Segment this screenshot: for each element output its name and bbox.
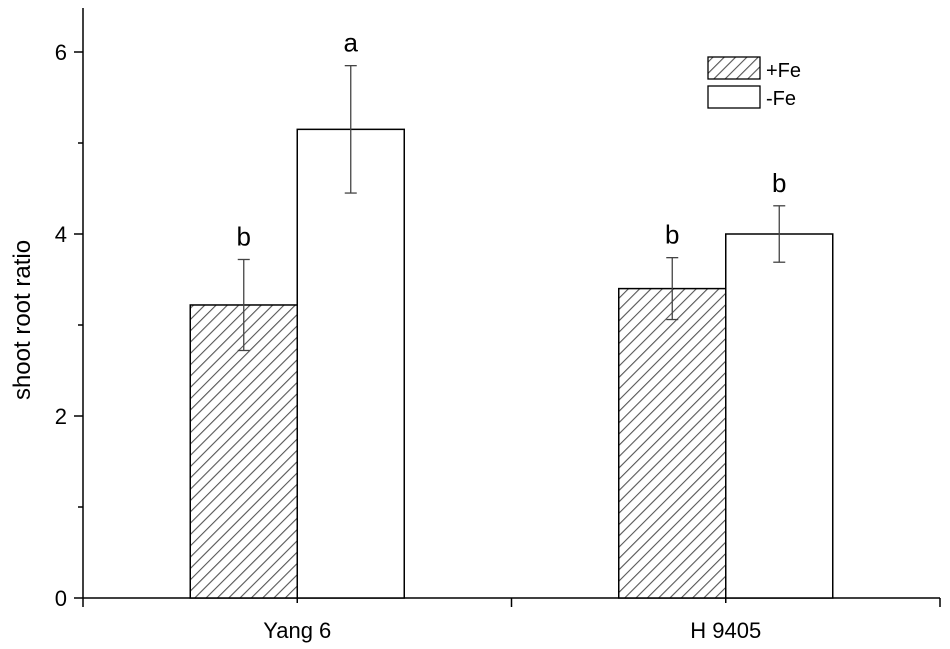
legend: +Fe -Fe	[707, 56, 801, 110]
x-tick-label: H 9405	[690, 618, 761, 643]
y-axis: 0 2 4 6 shoot root ratio	[9, 8, 84, 611]
legend-swatch-plus-fe	[707, 56, 761, 80]
bar-plus-fe	[618, 287, 727, 599]
significance-letter: a	[344, 28, 359, 58]
significance-letter: b	[772, 168, 786, 198]
y-axis-title: shoot root ratio	[9, 240, 36, 400]
y-tick-label: 6	[55, 40, 67, 65]
y-tick-label: 4	[55, 222, 67, 247]
significance-labels: b b a b	[237, 28, 787, 252]
error-bars	[237, 65, 786, 352]
legend-label-minus-fe: -Fe	[766, 88, 796, 110]
x-tick-label: Yang 6	[263, 618, 331, 643]
legend-swatch-minus-fe	[707, 85, 761, 109]
x-axis: Yang 6 H 9405	[82, 597, 941, 643]
legend-label-plus-fe: +Fe	[766, 60, 801, 82]
y-tick-label: 0	[55, 586, 67, 611]
y-ticks: 0 2 4 6	[55, 40, 83, 611]
significance-letter: b	[237, 221, 251, 251]
bars	[189, 128, 834, 599]
bar-minus-fe	[296, 128, 405, 599]
x-ticks: Yang 6 H 9405	[82, 598, 941, 643]
bar-minus-fe	[725, 233, 834, 599]
significance-letter: b	[665, 220, 679, 250]
y-tick-label: 2	[55, 404, 67, 429]
